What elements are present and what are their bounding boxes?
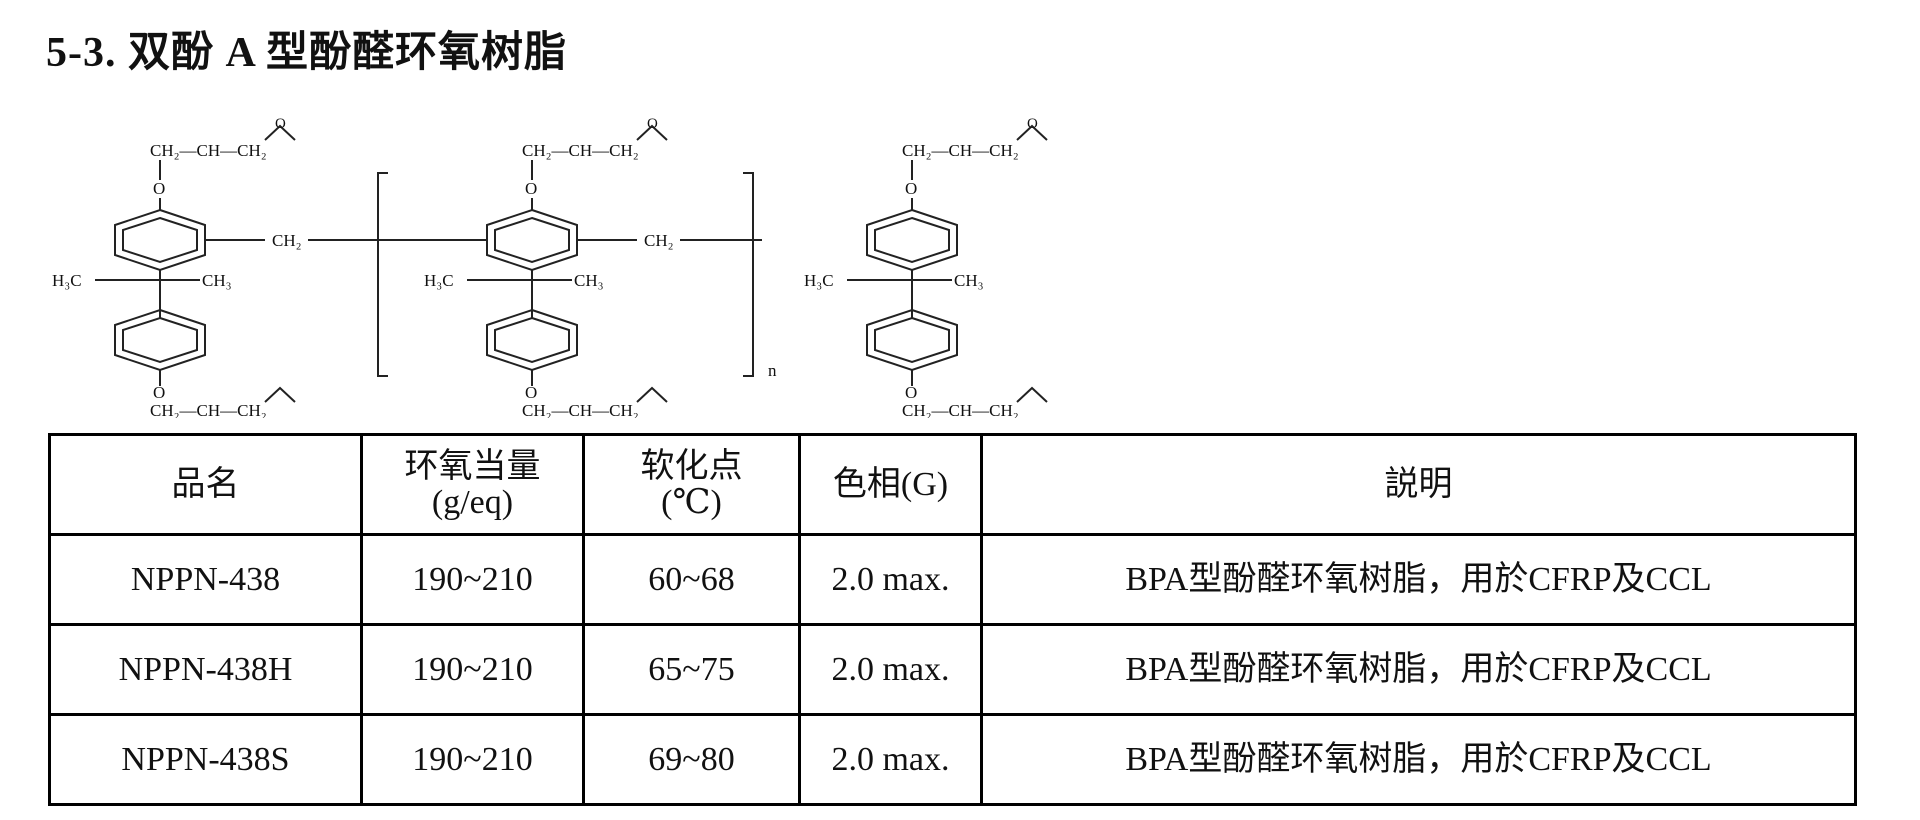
cell-product-name: NPPN-438 [48,533,363,626]
epoxy-group-text: CH₂—CH—CH₂ [522,401,639,418]
cell-product-name: NPPN-438S [48,713,363,806]
cell-description: BPA型酚醛环氧树脂，用於CFRP及CCL [980,623,1857,716]
cell-color: 2.0 max. [798,713,983,806]
cell-description: BPA型酚醛环氧树脂，用於CFRP及CCL [980,713,1857,806]
header-unit: (℃) [661,483,722,521]
ether-oxygen-text: O [905,383,917,402]
epoxy-group-text: CH₂—CH—CH₂ [522,141,639,160]
cell-color: 2.0 max. [798,623,983,716]
cell-product-name: NPPN-438H [48,623,363,716]
methylene-bridge-text: CH₂ [644,231,674,250]
repeat-index-text: n [768,361,777,380]
header-epoxy-equivalent: 环氧当量 (g/eq) [360,433,585,536]
page-title: 5-3. 双酚 A 型酚醛环氧树脂 [46,30,568,76]
cell-description: BPA型酚醛环氧树脂，用於CFRP及CCL [980,533,1857,626]
header-line: 品名 [171,465,240,503]
product-spec-table: 品名 环氧当量 (g/eq) 软化点 (℃) 色相(G) 説明 NPPN-438… [48,433,1857,806]
methylene-bridge-text: CH₂ [272,231,302,250]
ether-oxygen-text: O [153,179,165,198]
methyl-right-text: CH₃ [202,271,232,290]
table-row: NPPN-438 190~210 60~68 2.0 max. BPA型酚醛环氧… [48,533,1857,626]
header-description: 説明 [980,433,1857,536]
methyl-right-text: CH₃ [574,271,604,290]
header-color: 色相(G) [798,433,983,536]
epoxy-group-text: CH₂—CH—CH₂ [150,401,267,418]
header-line: 环氧当量 [404,447,541,485]
chemical-structure-figure: CH₂—CH—CH₂ O O CH₂ H₃C CH₃ O CH₂—CH—CH₂ [50,118,1110,418]
epoxy-group-text: CH₂—CH—CH₂ [902,141,1019,160]
structure-unit-right: CH₂—CH—CH₂ O O H₃C CH₃ O CH₂—CH—CH₂ [804,118,1048,418]
cell-epoxy-equivalent: 190~210 [360,623,585,716]
ether-oxygen-text: O [525,383,537,402]
table-header-row: 品名 环氧当量 (g/eq) 软化点 (℃) 色相(G) 説明 [48,433,1857,536]
structure-unit-middle: CH₂—CH—CH₂ O O CH₂ H₃C CH₃ O CH₂—CH—CH₂ [378,118,762,418]
header-softening-point: 软化点 (℃) [582,433,801,536]
header-line: 説明 [1384,465,1453,503]
ether-oxygen-text: O [153,383,165,402]
table-row: NPPN-438H 190~210 65~75 2.0 max. BPA型酚醛环… [48,623,1857,716]
bpa-novolac-epoxy-structure: CH₂—CH—CH₂ O O CH₂ H₃C CH₃ O CH₂—CH—CH₂ [52,118,1048,418]
ether-oxygen-text: O [905,179,917,198]
cell-softening-point: 69~80 [582,713,801,806]
cell-softening-point: 60~68 [582,533,801,626]
header-line: 软化点 [640,447,743,485]
repeat-bracket: n [377,172,777,380]
ether-oxygen-text: O [525,179,537,198]
methyl-left-text: H₃C [424,271,454,290]
methyl-left-text: H₃C [52,271,82,290]
cell-epoxy-equivalent: 190~210 [360,533,585,626]
epoxy-group-text: CH₂—CH—CH₂ [150,141,267,160]
cell-epoxy-equivalent: 190~210 [360,713,585,806]
epoxy-group-text: CH₂—CH—CH₂ [902,401,1019,418]
epoxide-oxygen-text: O [1027,118,1038,132]
header-line: 色相(G) [832,465,949,503]
methyl-right-text: CH₃ [954,271,984,290]
epoxide-oxygen-text: O [275,118,286,132]
epoxide-oxygen-text: O [647,118,658,132]
table-row: NPPN-438S 190~210 69~80 2.0 max. BPA型酚醛环… [48,713,1857,806]
header-product-name: 品名 [48,433,363,536]
cell-color: 2.0 max. [798,533,983,626]
methyl-left-text: H₃C [804,271,834,290]
header-unit: (g/eq) [431,483,514,521]
structure-unit-left: CH₂—CH—CH₂ O O CH₂ H₃C CH₃ O CH₂—CH—CH₂ [52,118,380,418]
cell-softening-point: 65~75 [582,623,801,716]
